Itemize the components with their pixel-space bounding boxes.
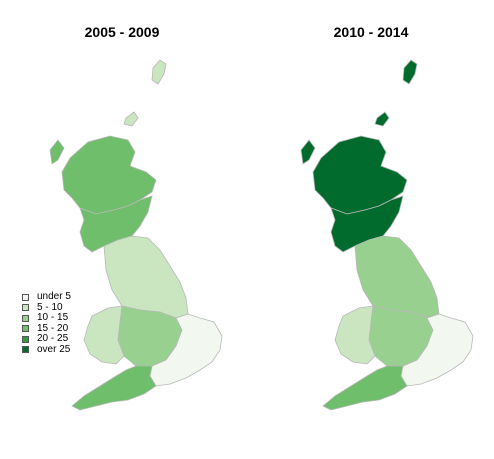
legend-label: 5 - 10 [37,301,63,313]
region-scotland-south [79,195,153,253]
legend-item: 15 - 20 [22,322,71,335]
region-southwest [322,365,408,411]
region-orkney-shetland [123,111,139,127]
region-scotland-south [330,195,404,253]
region-wales [334,305,376,365]
legend-swatch [22,304,29,312]
region-scotland-north [49,139,65,165]
region-scotland-north [312,135,408,215]
legend: under 5 5 - 10 10 - 15 15 - 20 20 - 25 o… [22,292,71,355]
legend-label: 10 - 15 [37,312,69,324]
region-north-england [354,235,440,319]
legend-label: under 5 [37,291,71,303]
panel-title-2005-2009: 2005 - 2009 [84,24,160,40]
region-east-southeast [149,313,223,387]
legend-item: 5 - 10 [22,301,71,314]
legend-swatch [22,325,29,333]
legend-label: over 25 [37,343,71,355]
legend-item: 20 - 25 [22,334,71,345]
legend-item: under 5 [22,292,71,303]
legend-item: over 25 [22,343,71,356]
region-orkney-shetland [402,59,418,85]
region-wales [83,305,125,365]
region-north-england [103,235,189,319]
legend-swatch [22,293,29,301]
legend-label: 15 - 20 [37,322,69,334]
map-2010-2014 [300,59,474,411]
legend-swatch [22,346,29,354]
legend-swatch [22,314,29,322]
region-scotland-north [300,139,316,165]
map-2005-2009 [49,59,223,411]
legend-item: 10 - 15 [22,313,71,324]
region-southwest [71,365,157,411]
legend-swatch [22,335,29,343]
legend-label: 20 - 25 [37,333,69,345]
panel-title-2010-2014: 2010 - 2014 [333,24,409,40]
region-scotland-north [61,135,157,215]
region-east-southeast [400,313,474,387]
region-orkney-shetland [151,59,167,85]
region-orkney-shetland [374,111,390,127]
